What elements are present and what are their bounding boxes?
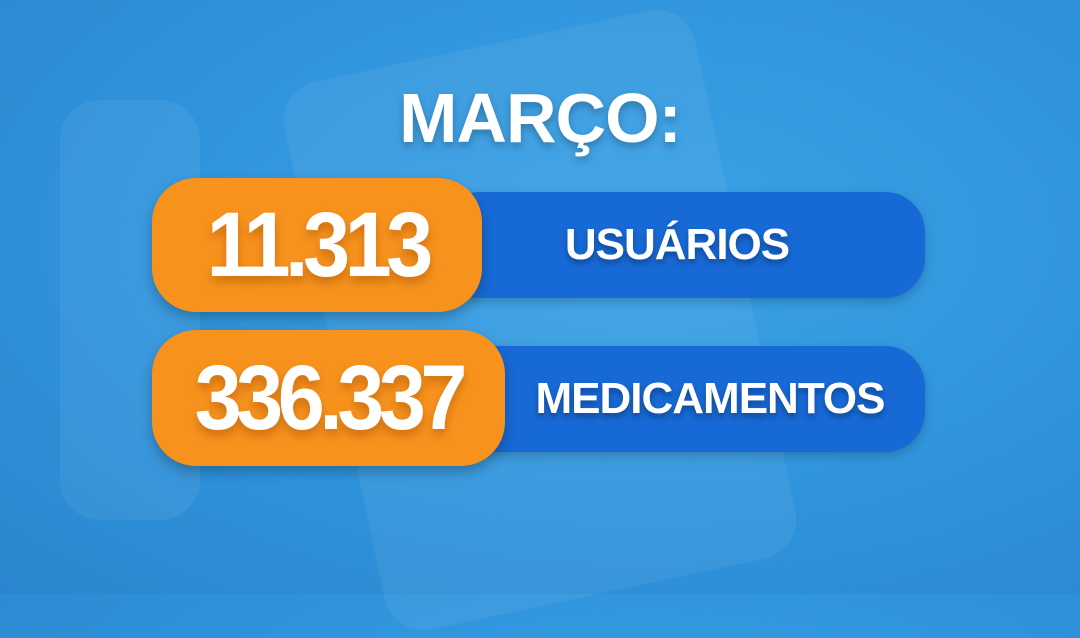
value-pill: 336.337 [152, 330, 505, 466]
page-title: MARÇO: [399, 79, 682, 157]
label-bar [440, 192, 925, 298]
stat-value: 336.337 [194, 346, 468, 449]
stat-label: USUÁRIOS [564, 220, 790, 269]
stat-label: MEDICAMENTOS [535, 374, 886, 423]
value-pill: 11.313 [152, 178, 482, 312]
stat-value: 11.313 [206, 193, 433, 296]
label-bar [460, 346, 925, 452]
